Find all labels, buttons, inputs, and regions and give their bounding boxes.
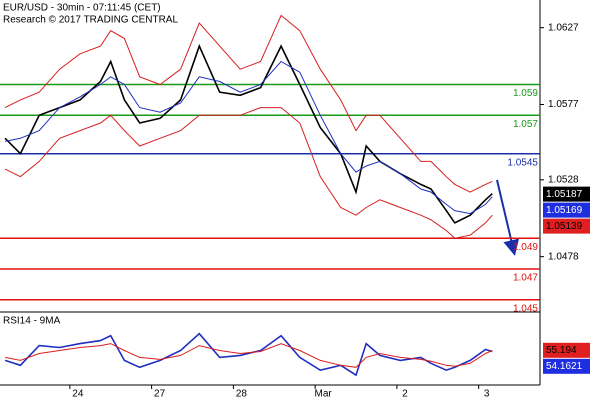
level-label: 1.0545: [507, 157, 538, 168]
series-line: [5, 343, 493, 368]
price-tag: [543, 202, 590, 218]
price-tag: [543, 342, 590, 358]
price-tag: [543, 218, 590, 234]
price-tag-label: 1.05187: [546, 189, 583, 200]
x-tick-label: 24: [72, 389, 84, 400]
price-tag: [543, 186, 590, 202]
x-tick-label: Mar: [315, 389, 333, 400]
x-tick-label: 2: [402, 389, 408, 400]
y-tick-label: 1.0577: [548, 99, 579, 110]
price-tag-label: 55.194: [546, 345, 577, 356]
y-tick-label: 1.0478: [548, 251, 579, 262]
x-tick-label: 27: [154, 389, 166, 400]
y-tick-label: 1.0528: [548, 174, 579, 185]
series-line: [4, 332, 493, 377]
price-tag-label: 1.05139: [546, 221, 583, 232]
level-label: 1.045: [513, 303, 538, 314]
level-label: 1.059: [513, 88, 538, 99]
series-line: [4, 43, 493, 224]
level-label: 1.049: [513, 242, 538, 253]
series-line: [4, 14, 493, 193]
level-label: 1.047: [513, 273, 538, 284]
series-line: [5, 60, 493, 215]
price-tag: [543, 358, 590, 374]
forecast-arrow: [496, 179, 520, 256]
level-label: 1.057: [513, 119, 538, 130]
price-tag-label: 1.05169: [546, 205, 583, 216]
x-tick-label: 28: [236, 389, 248, 400]
price-tag-label: 54.1621: [546, 361, 583, 372]
series-line: [4, 107, 493, 239]
y-tick-label: 1.0627: [548, 22, 579, 33]
rsi-title: RSI14 - 9MA: [3, 316, 61, 327]
chart-subtitle: Research © 2017 TRADING CENTRAL: [3, 15, 178, 26]
chart-title: EUR/USD - 30min - 07:11:45 (CET): [3, 3, 161, 14]
x-tick-label: 3: [484, 389, 490, 400]
